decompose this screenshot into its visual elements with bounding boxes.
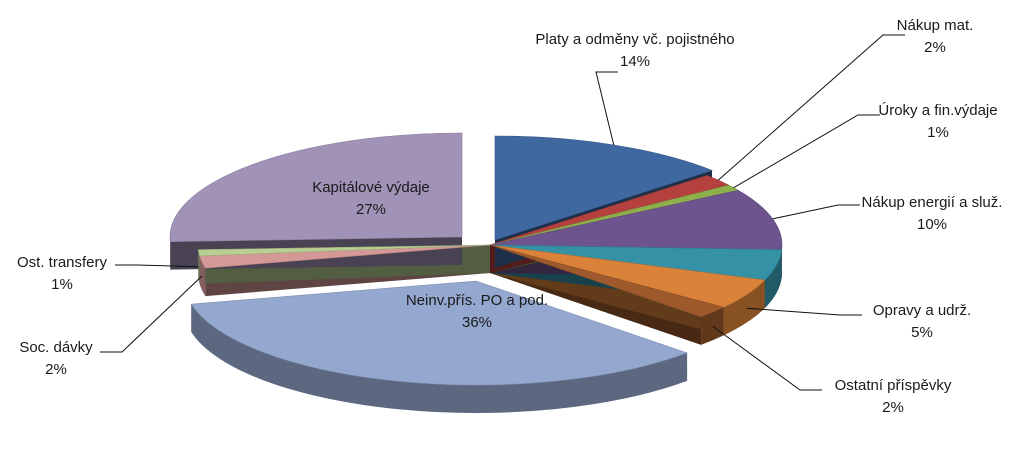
slice-label-neinv: Neinv.přís. PO a pod. bbox=[406, 292, 548, 309]
leader-line-ostatni-prispevky bbox=[712, 325, 822, 391]
slice-ost-transfery bbox=[197, 244, 491, 257]
slice-value-nakup-energii: 10% bbox=[917, 216, 947, 233]
slice-ostatni-prispevky bbox=[489, 244, 725, 318]
slice-value-platy: 14% bbox=[620, 53, 650, 70]
slice-value-uroky: 1% bbox=[927, 124, 949, 141]
slice-side-slice-4 bbox=[764, 249, 782, 309]
slice-value-opravy: 5% bbox=[911, 324, 933, 341]
slice-kapitalove-vydaje bbox=[169, 132, 463, 242]
slice-label-ost-transfery: Ost. transfery bbox=[17, 254, 108, 271]
leader-line-nakup-energii-a-sluz bbox=[772, 204, 860, 220]
slice-side-ostatni-prispevky bbox=[701, 307, 724, 345]
slice-label-uroky: Úroky a fin.výdaje bbox=[878, 102, 997, 119]
slice-value-kapitalove: 27% bbox=[356, 201, 386, 218]
slice-value-neinv: 36% bbox=[462, 314, 492, 331]
slice-nakup-energii-a-sluz bbox=[489, 190, 783, 250]
leader-line-uroky-a-fin-vydaje bbox=[733, 114, 880, 189]
slice-label-ostatni-prispevky: Ostatní příspěvky bbox=[835, 377, 952, 394]
leader-line-soc-davky bbox=[100, 275, 203, 353]
slice-label-opravy: Opravy a udrž. bbox=[873, 302, 971, 319]
slice-value-nakup-mat: 2% bbox=[924, 39, 946, 56]
slice-label-kapitalove: Kapitálové výdaje bbox=[312, 179, 430, 196]
slice-value-soc-davky: 2% bbox=[45, 361, 67, 378]
slice-side-opravy-a-udrz bbox=[723, 280, 765, 336]
slice-label-soc-davky: Soc. dávky bbox=[19, 339, 93, 356]
slice-value-ost-transfery: 1% bbox=[51, 276, 73, 293]
leader-line-nakup-mat bbox=[717, 34, 905, 181]
slice-value-ostatni-prispevky: 2% bbox=[882, 399, 904, 416]
slice-side-ost-transfery bbox=[198, 249, 200, 284]
leader-line-opravy-a-udrz bbox=[747, 307, 862, 316]
slice-side-neinv-pris-po-a-pod bbox=[191, 304, 688, 413]
leader-line-ost-transfery bbox=[115, 264, 199, 268]
slice-label-platy: Platy a odměny vč. pojistného bbox=[535, 31, 734, 48]
leader-line-platy-a-odmeny-vc-pojistneho bbox=[595, 71, 618, 146]
slice-label-nakup-energii: Nákup energií a služ. bbox=[862, 194, 1003, 211]
slice-neinv-pris-po-a-pod bbox=[190, 280, 688, 386]
slice-label-nakup-mat: Nákup mat. bbox=[897, 17, 974, 34]
